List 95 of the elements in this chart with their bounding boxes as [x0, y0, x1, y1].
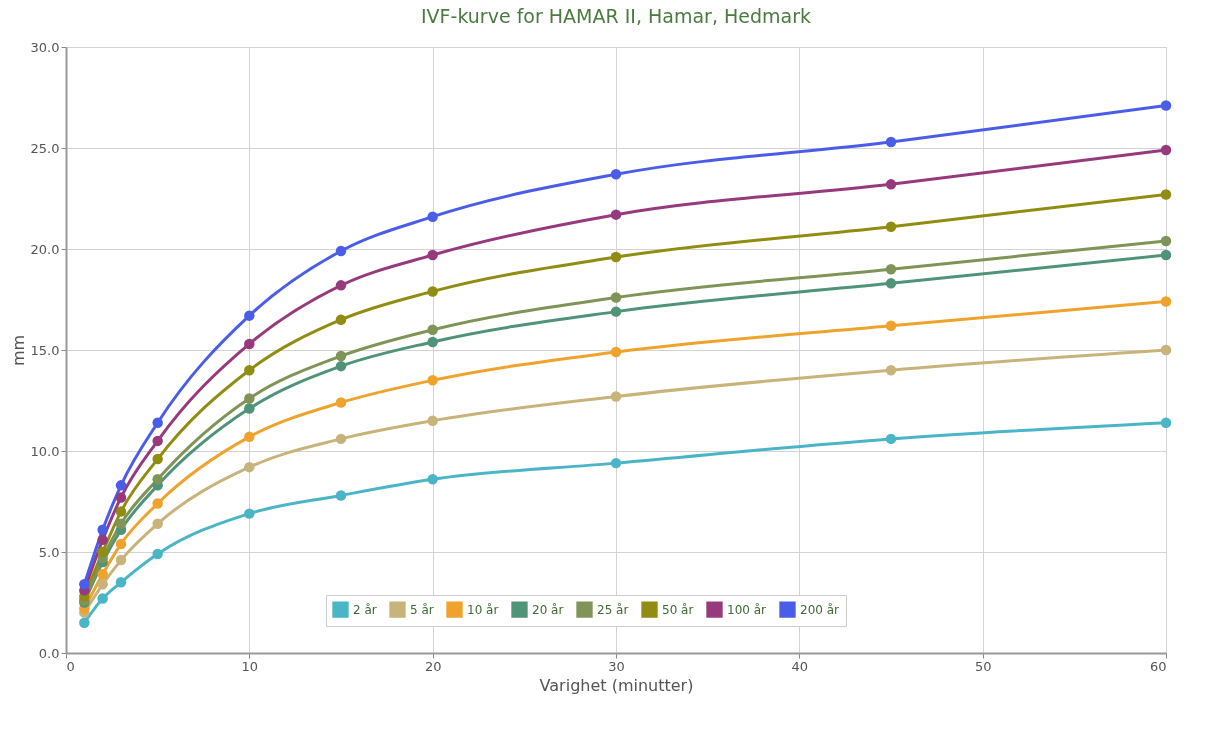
point [97, 568, 108, 580]
chart-title: IVF-kurve for HAMAR II, Hamar, Hedmark [421, 5, 811, 27]
y-tick-label: 15.0 [30, 342, 60, 358]
point [885, 136, 897, 148]
y-tick-label: 25.0 [30, 140, 60, 156]
point [335, 433, 347, 445]
legend-label: 20 år [532, 602, 564, 617]
point [97, 579, 108, 590]
point [427, 249, 438, 261]
point [610, 346, 622, 358]
y-tick-label: 5.0 [38, 544, 60, 560]
legend-label: 10 år [467, 602, 499, 617]
point [610, 169, 622, 180]
point [244, 310, 255, 321]
point [427, 324, 438, 336]
point [1160, 344, 1172, 356]
point [427, 211, 438, 222]
x-axis-title: Varighet (minutter) [539, 675, 694, 695]
y-tick-label: 20.0 [30, 241, 60, 257]
point [1160, 296, 1172, 307]
point [97, 534, 108, 546]
legend-label: 25 år [597, 602, 629, 617]
point [115, 492, 127, 503]
point [152, 435, 163, 447]
point [427, 474, 438, 485]
y-tick-label: 30.0 [30, 39, 60, 55]
point [610, 391, 622, 402]
point [115, 554, 127, 566]
x-tick-label: 20 [424, 658, 442, 674]
x-tick-label: 10 [241, 658, 259, 674]
point [152, 548, 163, 560]
point [610, 457, 622, 469]
point [115, 506, 127, 517]
point [1160, 144, 1172, 156]
point [885, 278, 897, 289]
point [244, 403, 255, 414]
point [427, 286, 438, 297]
point [1160, 100, 1172, 111]
point [152, 498, 163, 509]
point [335, 280, 347, 291]
x-tick-label: 60 [1149, 658, 1167, 674]
point [885, 364, 897, 376]
point [115, 480, 127, 491]
legend-label: 200 år [800, 602, 840, 617]
point [244, 461, 255, 473]
point [115, 577, 127, 588]
point [610, 292, 622, 303]
x-tick-label: 50 [974, 658, 992, 674]
legend-label: 2 år [353, 602, 377, 617]
point [335, 490, 347, 501]
y-tick-label: 10.0 [30, 443, 60, 459]
point [115, 538, 127, 550]
legend-label: 50 år [662, 602, 694, 617]
legend-label: 5 år [410, 602, 434, 617]
point [1160, 235, 1172, 247]
point [335, 360, 347, 372]
point [244, 338, 255, 350]
point [97, 524, 108, 536]
point [244, 364, 255, 376]
point [335, 314, 347, 325]
point [885, 433, 897, 445]
point [97, 546, 108, 558]
point [885, 179, 897, 190]
point [152, 474, 163, 485]
point [1160, 249, 1172, 261]
point [885, 320, 897, 331]
point [244, 508, 255, 519]
point [97, 593, 108, 604]
x-tick-label: 0 [66, 658, 75, 674]
point [115, 518, 127, 529]
point [610, 209, 622, 220]
point [1160, 189, 1172, 200]
point [79, 617, 90, 628]
point [1160, 417, 1172, 428]
y-tick-label: 0.0 [38, 645, 60, 661]
point [427, 375, 438, 386]
point [427, 415, 438, 426]
point [610, 251, 622, 263]
point [152, 417, 163, 428]
point [335, 397, 347, 408]
point [885, 221, 897, 233]
x-tick-label: 40 [791, 658, 809, 674]
point [152, 518, 163, 529]
point [427, 336, 438, 348]
point [610, 306, 622, 317]
y-axis-title: mm [8, 334, 28, 367]
point [335, 245, 347, 257]
point [244, 393, 255, 404]
point [885, 263, 897, 275]
point [335, 350, 347, 362]
x-tick-label: 30 [608, 658, 625, 674]
point [152, 453, 163, 465]
point [79, 579, 90, 590]
point [244, 431, 255, 443]
legend-label: 100 år [727, 602, 767, 617]
